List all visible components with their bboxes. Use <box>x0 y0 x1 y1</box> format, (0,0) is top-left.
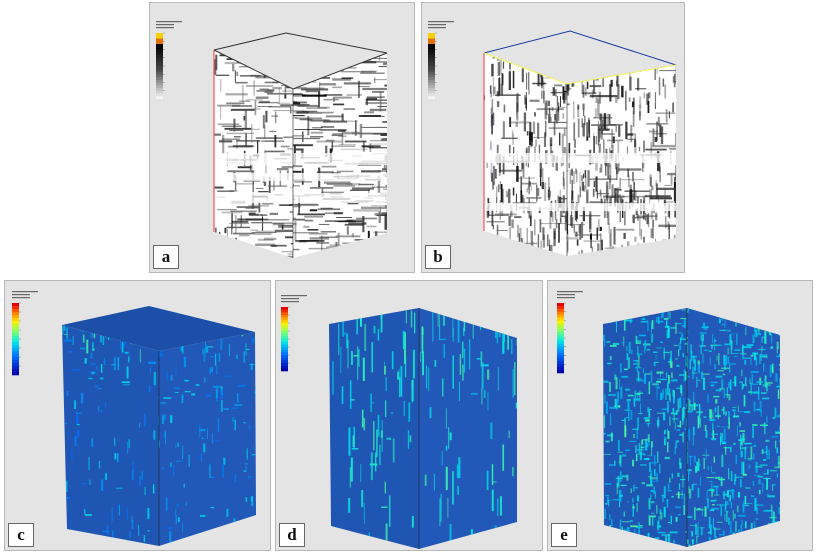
cube-top-back-edge <box>483 30 677 66</box>
colorbar-a <box>156 21 182 100</box>
panel-e: e <box>547 280 813 551</box>
cube-left-face <box>62 325 159 546</box>
panel-a-image <box>156 21 388 258</box>
cube-top-face <box>62 306 255 351</box>
panel-b-image <box>428 21 677 256</box>
colorbar-b <box>428 21 454 100</box>
cube-right-face <box>687 308 780 547</box>
panel-b: b <box>421 2 685 273</box>
cube-top-front-edge <box>483 52 677 85</box>
panel-d: d <box>275 280 543 551</box>
panel-b-label: b <box>425 245 451 269</box>
colorbar-e <box>557 291 583 374</box>
panel-e-image <box>557 291 780 547</box>
colorbar-c <box>12 291 38 376</box>
panel-a: a <box>149 2 415 273</box>
cube-top-front-edge <box>213 49 388 90</box>
panel-d-label: d <box>279 523 305 547</box>
cube-top-back-edge <box>213 32 388 54</box>
panel-d-image <box>281 295 517 549</box>
panel-c-label: c <box>8 523 34 547</box>
panel-e-label: e <box>551 523 577 547</box>
panel-a-label: a <box>153 245 179 269</box>
colorbar-d <box>281 295 307 372</box>
cube-right-face <box>419 308 517 549</box>
panel-c-image <box>12 291 256 546</box>
cube-left-face <box>603 308 687 547</box>
panel-c: c <box>4 280 271 551</box>
